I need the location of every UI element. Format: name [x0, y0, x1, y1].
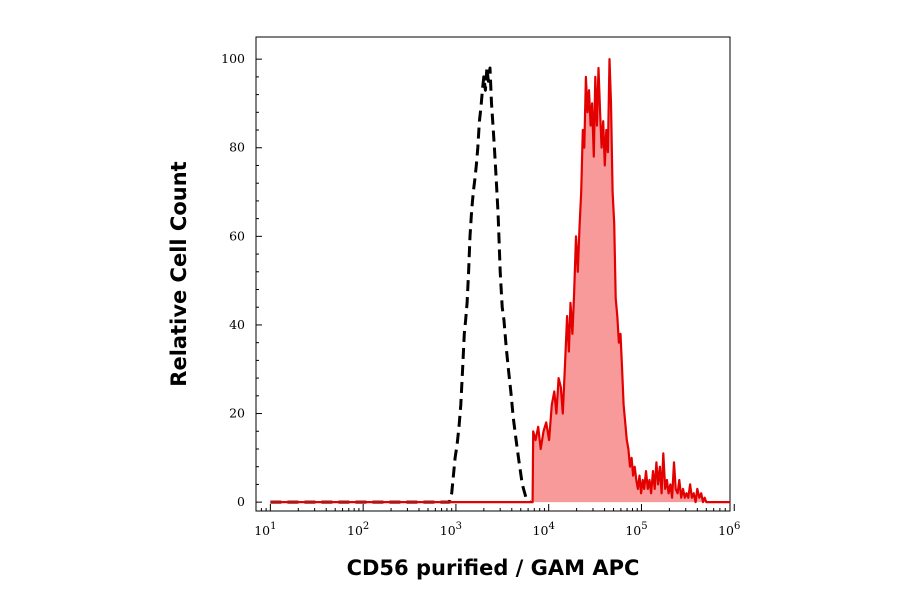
series-0-line: [270, 66, 532, 504]
y-tick-label: 60: [229, 228, 245, 243]
series-layer: [270, 58, 730, 504]
x-tick-label: 103: [440, 521, 462, 538]
y-tick-label: 20: [229, 406, 245, 421]
x-tick-exponent: 6: [734, 521, 740, 532]
series-1-area: [270, 59, 730, 503]
x-tick-exponent: 3: [456, 521, 462, 532]
y-axis: 0 20 40 60 80 100: [221, 51, 262, 509]
x-tick-exponent: 5: [641, 521, 647, 532]
plot-frame: [255, 36, 731, 512]
y-axis-title: Relative Cell Count: [167, 161, 191, 386]
series-1-line: [270, 58, 730, 504]
x-tick-label: 101: [254, 521, 276, 538]
x-tick-label: 105: [625, 521, 647, 538]
x-tick-label: 104: [533, 521, 555, 538]
y-tick-label: 100: [221, 51, 245, 66]
x-axis-title: CD56 purified / GAM APC: [347, 556, 640, 580]
x-tick-label: 106: [718, 521, 740, 538]
x-tick-exponent: 2: [363, 521, 369, 532]
y-tick-label: 40: [229, 317, 245, 332]
x-axis: 101 102 103 104 105 106: [254, 504, 740, 538]
x-tick-exponent: 4: [548, 521, 554, 532]
x-tick-label: 102: [347, 521, 369, 538]
x-tick-exponent: 1: [270, 521, 276, 532]
y-tick-label: 80: [229, 140, 245, 155]
y-tick-label: 0: [237, 494, 245, 509]
